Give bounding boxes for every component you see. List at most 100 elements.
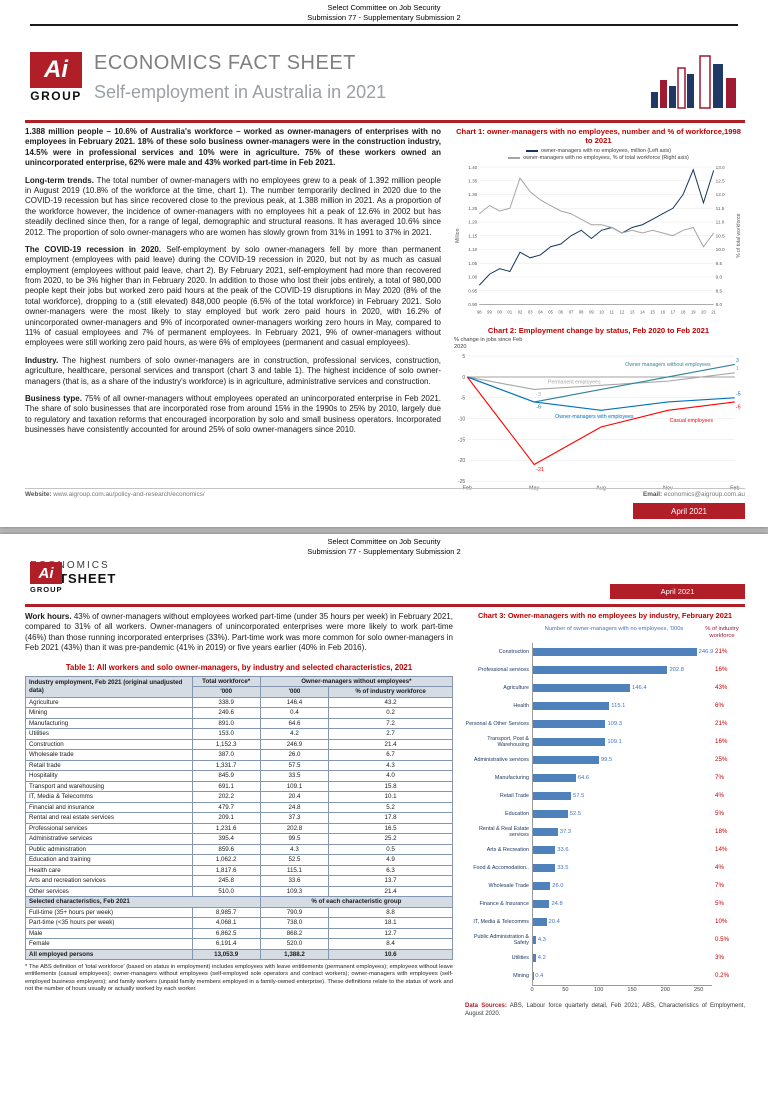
bar-value-label: 146.4 <box>632 685 647 691</box>
bar-pct-label: 21% <box>715 720 745 727</box>
aigroup-logo-word: GROUP <box>30 89 82 103</box>
bar-value-label: 37.3 <box>560 829 571 835</box>
factsheet-subtitle: Self-employment in Australia in 2021 <box>94 82 386 103</box>
svg-text:02: 02 <box>518 310 523 315</box>
bar-value-label: 33.5 <box>557 865 568 871</box>
bar-value-label: 4.3 <box>538 937 546 943</box>
chart1-title: Chart 1: owner-managers with no employee… <box>452 127 745 145</box>
legend-marker-million-icon <box>526 150 538 152</box>
svg-text:0: 0 <box>462 375 465 381</box>
table-subheader-om-000: '000 <box>260 687 328 698</box>
bar-value-label: 202.8 <box>669 667 684 673</box>
masthead: Ai GROUP ECONOMICS FACTSHEET <box>30 560 116 586</box>
svg-text:99: 99 <box>487 310 492 315</box>
submission-header-line1: Select Committee on Job Security <box>0 3 768 13</box>
bar-category-label: Retail Trade <box>465 793 529 799</box>
bar-pct-label: 4% <box>715 864 745 871</box>
bar <box>533 648 697 656</box>
bar <box>533 936 536 944</box>
bar-value-label: 4.2 <box>538 955 546 961</box>
svg-text:14: 14 <box>640 310 645 315</box>
svg-text:% of total workforce: % of total workforce <box>736 214 742 259</box>
bar-value-label: 0.4 <box>535 973 543 979</box>
table-row: Selected characteristics, Feb 2021% of e… <box>26 897 453 908</box>
chart1-legend: owner-managers with no employees, millio… <box>452 148 745 161</box>
bar-category-label: Agriculture <box>465 685 529 691</box>
chart2-plot: 50-5-10-15-20-25FebMayAugNovFeb-31Perman… <box>452 350 745 492</box>
svg-text:11.5: 11.5 <box>716 206 725 211</box>
bar-pct-label: 4% <box>715 792 745 799</box>
chart3-count-header: Number of owner-managers with no employe… <box>532 626 696 640</box>
svg-text:18: 18 <box>681 310 686 315</box>
bar <box>533 774 576 782</box>
svg-text:-15: -15 <box>458 438 466 444</box>
bar <box>533 666 667 674</box>
date-badge: April 2021 <box>633 503 745 519</box>
bar <box>533 900 549 908</box>
bar-category-label: Arts & Recreation <box>465 847 529 853</box>
svg-text:9.0: 9.0 <box>716 275 723 280</box>
bar-category-label: Health <box>465 703 529 709</box>
svg-text:5: 5 <box>462 354 465 360</box>
bar-value-label: 64.6 <box>578 775 589 781</box>
svg-text:1.40: 1.40 <box>468 165 477 170</box>
data-sources: Data Sources: ABS, Labour force quarterl… <box>465 1003 745 1019</box>
axis-tick-label: 0 <box>530 987 533 993</box>
submission-header-line2: Submission 77 - Supplementary Submission… <box>0 547 768 557</box>
svg-text:08: 08 <box>579 310 584 315</box>
aigroup-logo: Ai GROUP <box>30 52 82 103</box>
bar <box>533 864 555 872</box>
website-label: Website: <box>25 491 52 498</box>
table-col-header-industry: Industry employment, Feb 2021 (original … <box>26 676 193 697</box>
bar-pct-label: 18% <box>715 828 745 835</box>
svg-text:-3: -3 <box>536 392 541 398</box>
chart3-column-headers: Number of owner-managers with no employe… <box>465 626 745 640</box>
bar <box>533 756 599 764</box>
svg-text:13: 13 <box>630 310 635 315</box>
svg-text:1.35: 1.35 <box>468 179 477 184</box>
header-rule <box>30 24 738 26</box>
svg-text:-5: -5 <box>736 392 741 398</box>
bar <box>533 954 536 962</box>
svg-text:1.20: 1.20 <box>468 220 477 225</box>
submission-header-line2: Submission 77 - Supplementary Submission… <box>0 13 768 23</box>
factsheet-title: ECONOMICS FACT SHEET <box>94 52 386 75</box>
svg-text:16: 16 <box>660 310 665 315</box>
data-sources-label: Data Sources: <box>465 1003 507 1009</box>
svg-text:12.5: 12.5 <box>716 179 725 184</box>
legend-label-percent: owner-managers with no employees, % of t… <box>523 155 689 161</box>
footer-website-link[interactable]: www.aigroup.com.au/policy-and-research/e… <box>53 491 204 498</box>
svg-text:98: 98 <box>477 310 482 315</box>
svg-text:Million: Million <box>455 229 461 243</box>
bar-value-label: 115.1 <box>611 703 625 709</box>
bar-category-label: Personal & Other Services <box>465 721 529 727</box>
chart2-subtitle: % change in jobs since Feb 2020 <box>454 337 534 350</box>
bar-value-label: 33.6 <box>557 847 568 853</box>
submission-header: Select Committee on Job Security Submiss… <box>0 3 768 23</box>
svg-text:13.0: 13.0 <box>716 165 725 170</box>
svg-text:1.15: 1.15 <box>468 234 477 239</box>
axis-tick-label: 100 <box>594 987 603 993</box>
table-footnote: * The ABS definition of 'total workforce… <box>25 964 453 993</box>
bar <box>533 828 558 836</box>
footer-email-link[interactable]: economics@aigroup.com.au <box>664 491 745 498</box>
legend-item-million: owner-managers with no employees, millio… <box>526 148 671 154</box>
svg-text:-10: -10 <box>458 417 466 423</box>
bar-pct-label: 5% <box>715 810 745 817</box>
